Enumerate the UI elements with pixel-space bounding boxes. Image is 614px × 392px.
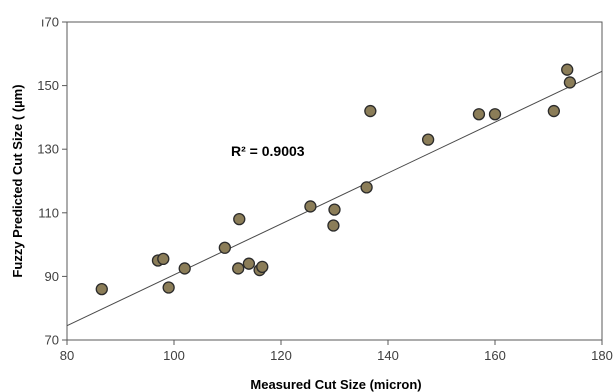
data-point	[256, 260, 269, 274]
data-point	[178, 262, 191, 275]
y-tick-label: 90	[45, 269, 59, 284]
data-point	[364, 104, 377, 118]
x-tick-label: 180	[591, 348, 613, 363]
data-point	[563, 76, 577, 89]
data-point	[242, 257, 256, 270]
data-point	[233, 213, 246, 226]
r-squared-annotation: R² = 0.9003	[231, 143, 305, 159]
x-tick-label: 160	[484, 348, 506, 363]
axes: 80 100 120 140 160 180 70 90 110 130 150 ı70	[37, 15, 613, 364]
data-point	[472, 108, 486, 121]
x-axis-title: Measured Cut Size (micron)	[250, 377, 421, 392]
data-point	[95, 282, 108, 296]
x-tick-label: 100	[163, 348, 185, 363]
trendline-layer	[66, 70, 603, 327]
y-tick-label: 70	[45, 333, 59, 348]
y-tick-label: ı70	[41, 15, 59, 30]
x-tick-label: 120	[270, 348, 292, 363]
linear-trendline	[66, 70, 603, 327]
data-point	[488, 108, 502, 121]
x-tick-label: 140	[377, 348, 399, 363]
data-point	[162, 281, 175, 294]
y-axis-title: Fuzzy Predicted Cut Size ( (µm)	[10, 84, 25, 277]
x-tick-label: 80	[60, 348, 74, 363]
plot-area-border	[66, 21, 603, 341]
data-point	[360, 181, 373, 194]
data-point	[232, 262, 245, 275]
data-point	[421, 133, 435, 146]
data-point	[157, 252, 170, 266]
data-point	[327, 219, 340, 232]
data-point	[328, 203, 341, 216]
data-point	[561, 63, 574, 76]
data-point	[547, 104, 560, 118]
data-points-layer	[95, 63, 577, 296]
y-tick-label: 130	[37, 142, 59, 157]
y-tick-label: 150	[37, 78, 59, 93]
data-point	[304, 200, 317, 213]
y-tick-label: 110	[38, 205, 59, 220]
data-point	[218, 241, 231, 254]
